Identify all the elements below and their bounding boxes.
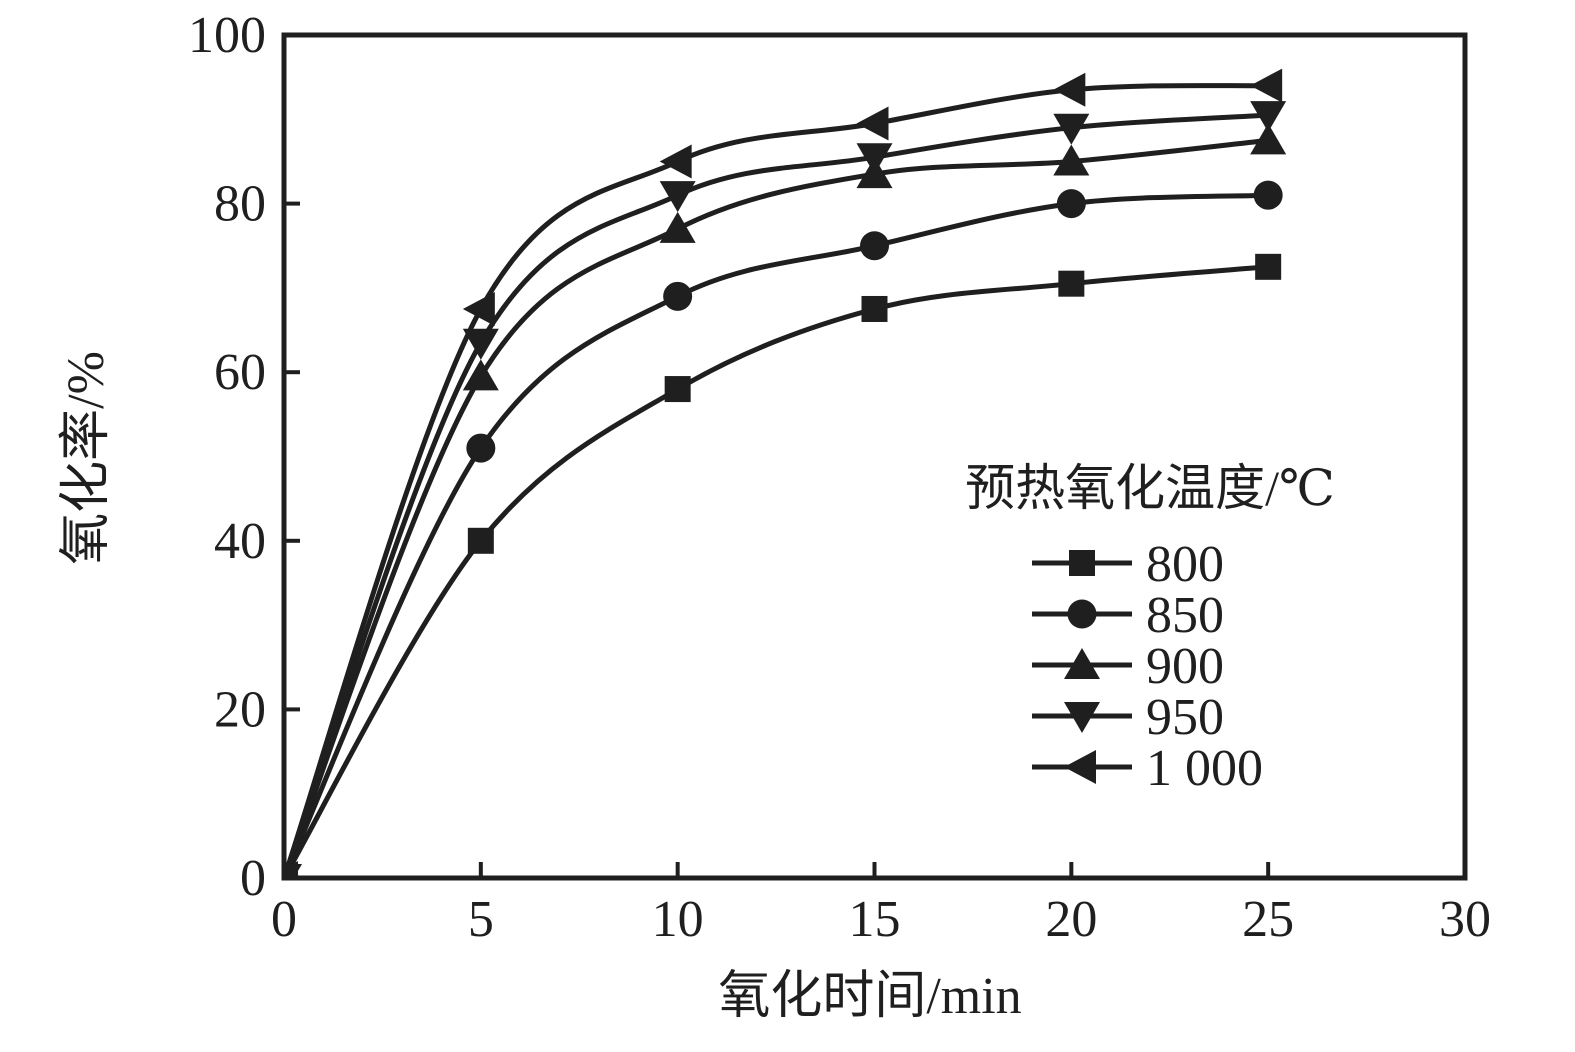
legend-label: 1 000	[1146, 740, 1263, 797]
triangle-down-marker	[462, 328, 499, 360]
x-tick-label: 15	[849, 891, 901, 948]
x-tick-label: 25	[1242, 891, 1294, 948]
x-axis-label: 氧化时间/min	[718, 968, 1021, 1025]
series-950	[284, 101, 1287, 878]
x-tick-label: 10	[652, 891, 704, 948]
y-tick-label: 60	[214, 344, 266, 401]
triangle-up-marker	[462, 359, 499, 391]
triangle-up-marker	[659, 211, 696, 243]
circle-marker	[860, 231, 889, 261]
triangle-left-marker	[659, 144, 692, 179]
legend-title: 预热氧化温度/℃	[965, 460, 1335, 516]
square-marker	[664, 376, 691, 403]
plot-area: 0 5 10 15 20 25 30 0 20 40 60 80 100	[188, 7, 1491, 948]
triangle-left-marker	[284, 861, 298, 878]
triangle-left-marker	[1064, 750, 1096, 784]
legend-item-1000: 1 000	[1032, 740, 1263, 797]
square-marker	[1058, 270, 1085, 297]
series-line	[284, 192, 1269, 878]
series-group	[284, 68, 1287, 878]
legend-item-800: 800	[1032, 536, 1224, 593]
triangle-down-marker	[1053, 113, 1090, 145]
y-axis-label: 氧化率/%	[58, 351, 115, 565]
triangle-down-marker	[856, 143, 893, 175]
circle-marker	[1253, 180, 1283, 210]
x-tick-label: 30	[1439, 891, 1491, 948]
series-line	[284, 264, 1269, 878]
y-tick-label: 80	[214, 176, 266, 233]
y-tick-label: 20	[214, 681, 266, 738]
triangle-down-marker	[1250, 101, 1287, 133]
triangle-left-marker	[856, 106, 889, 141]
legend-label: 950	[1146, 689, 1224, 746]
legend-item-950: 950	[1032, 689, 1224, 746]
series-850	[284, 180, 1283, 878]
legend-label: 900	[1146, 638, 1224, 695]
triangle-left-marker	[462, 291, 495, 326]
circle-marker	[663, 281, 693, 311]
y-tick-label: 100	[188, 7, 266, 64]
square-marker	[1255, 253, 1282, 280]
y-tick-label: 0	[240, 850, 266, 907]
triangle-up-marker	[1250, 123, 1287, 155]
series-800	[284, 253, 1282, 878]
triangle-up-marker	[1053, 144, 1090, 176]
legend-label: 850	[1146, 587, 1224, 644]
triangle-left-marker	[1250, 68, 1283, 103]
x-tick-label: 5	[468, 891, 494, 948]
circle-marker	[1067, 599, 1097, 629]
x-tick-label: 0	[271, 891, 297, 948]
circle-marker	[466, 433, 496, 463]
triangle-up-marker	[1064, 648, 1100, 679]
square-marker	[861, 295, 888, 322]
legend-item-900: 900	[1032, 638, 1224, 695]
square-marker	[1069, 550, 1095, 576]
legend-label: 800	[1146, 536, 1224, 593]
legend-item-850: 850	[1032, 587, 1224, 644]
square-marker	[467, 527, 494, 554]
triangle-down-marker	[1064, 702, 1100, 733]
series-900	[284, 123, 1287, 878]
circle-marker	[1056, 189, 1086, 219]
triangle-down-marker	[659, 181, 696, 213]
series-1000	[284, 68, 1283, 878]
x-tick-label: 20	[1045, 891, 1097, 948]
y-tick-label: 40	[214, 513, 266, 570]
triangle-left-marker	[1053, 72, 1086, 107]
